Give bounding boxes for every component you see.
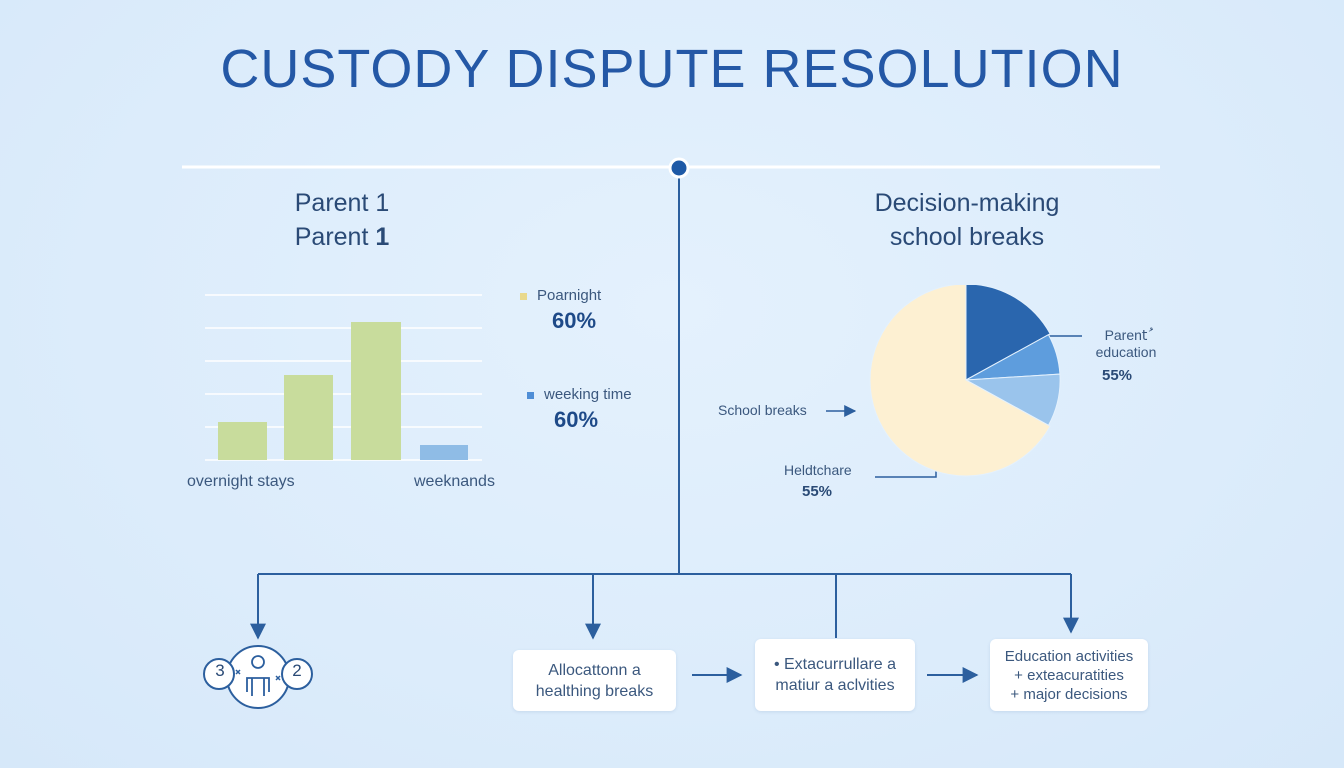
flow-box-3-line1: Education activities — [1004, 647, 1134, 665]
flow-box-1-line2: healthing breaks — [535, 682, 654, 700]
bar-2 — [284, 375, 333, 460]
flow-box-extracurricular: • Extacurrullare a matiur a aclvities — [755, 639, 915, 711]
legend-swatch-1 — [520, 292, 527, 300]
page-title: CUSTODY DISPUTE RESOLUTION — [220, 39, 1124, 99]
badge-right: 2 — [292, 661, 302, 680]
flow-box-2-line2: matiur a aclvities — [775, 677, 895, 694]
pie-value-health: 55% — [802, 483, 833, 500]
legend-swatch-2 — [527, 391, 534, 399]
right-heading-line2: school breaks — [889, 223, 1045, 251]
pie-chart — [869, 285, 1061, 477]
bar-3 — [351, 322, 401, 460]
top-node — [668, 157, 690, 179]
flow-box-allocation: Allocattonn a healthing breaks — [513, 650, 676, 711]
legend-label-1: Poarnight — [537, 287, 602, 304]
bar-4 — [420, 445, 468, 460]
flow-box-education: Education activities + exteacuratities +… — [990, 639, 1148, 711]
x-label-overnight: overnight stays — [187, 473, 295, 490]
left-heading-line1: Parent 1 — [294, 189, 390, 217]
pie-label-parent-line2: education — [1095, 344, 1157, 360]
flow-box-3-line3: + major decisions — [1010, 685, 1128, 703]
flow-box-3-line2: + exteacuratities — [1014, 666, 1124, 684]
legend-item-1: Poarnight 60% — [520, 287, 660, 334]
flow-box-2-line1: • Extacurrullare a — [773, 656, 897, 673]
legend-value-2: 60% — [554, 407, 599, 432]
bar-chart — [205, 294, 482, 461]
badge-left: 3 — [215, 661, 225, 680]
x-label-weeknands: weeknands — [414, 473, 495, 490]
pie-slice-4 — [869, 285, 1051, 477]
legend-label-2: weeking time — [544, 386, 632, 403]
legend-value-1: 60% — [552, 308, 597, 333]
flow-box-1-line1: Allocattonn a — [548, 661, 641, 679]
left-heading-line2: Parent 1 — [294, 223, 390, 251]
right-heading: Decision-making school breaks — [822, 186, 1112, 254]
left-heading: Parent 1 Parent 1 — [222, 186, 462, 254]
right-heading-line1: Decision-making — [874, 189, 1060, 217]
legend-item-2: weeking time 60% — [527, 386, 667, 433]
pie-label-parent: Parentُ education — [1082, 327, 1170, 360]
bar-1 — [218, 422, 267, 460]
parents-icon — [203, 645, 313, 709]
pie-label-health: Heldtchare — [784, 462, 852, 478]
pie-label-parent-line1: Parentُ — [1104, 327, 1148, 343]
pie-value-parent: 55% — [1102, 367, 1133, 384]
pie-label-school: School breaks — [718, 402, 807, 418]
pie-slice-1 — [965, 285, 1051, 381]
